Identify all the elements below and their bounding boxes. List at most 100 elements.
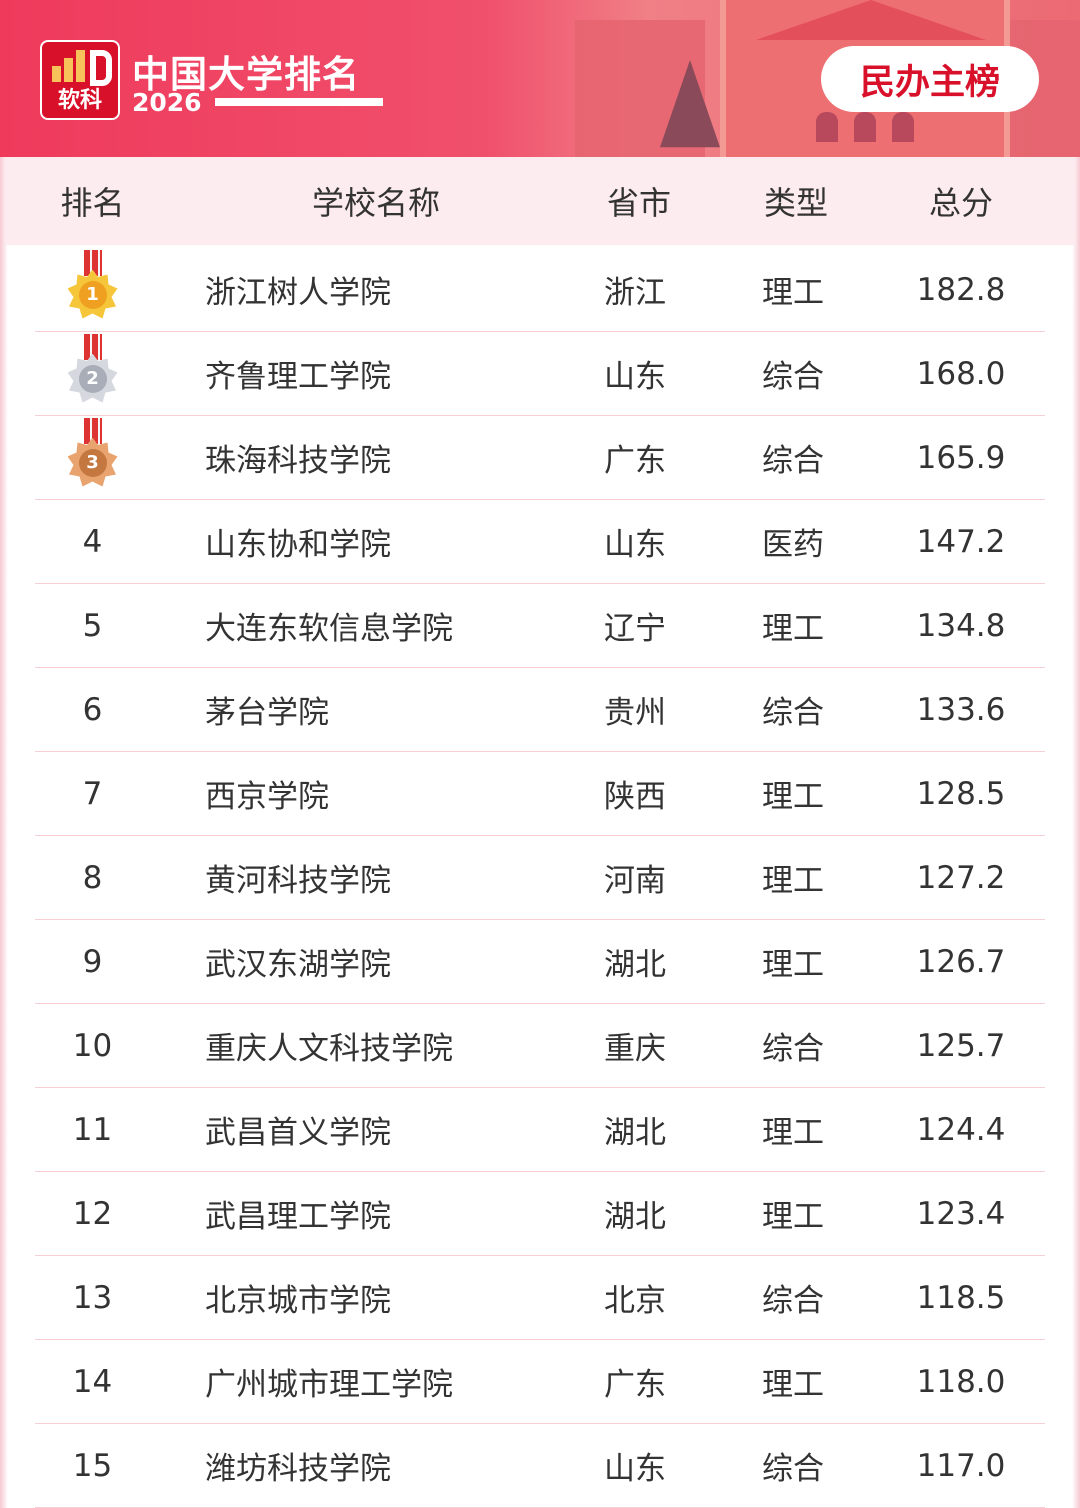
total-score: 147.2 — [916, 523, 1006, 560]
rank: 14 — [72, 1363, 113, 1400]
ranking-category-badge[interactable]: 民办主榜 — [821, 46, 1039, 112]
total-score: 134.8 — [916, 607, 1006, 644]
school-name: 珠海科技学院 — [205, 443, 391, 479]
province: 辽宁 — [604, 611, 666, 647]
province: 贵州 — [604, 695, 666, 731]
rank-cell: 12 — [35, 1196, 150, 1232]
rank-cell: 6 — [35, 692, 150, 728]
province: 北京 — [604, 1283, 666, 1319]
rank: 11 — [72, 1111, 113, 1148]
banner: 软科 中国大学排名 2026 民办主榜 — [0, 0, 1080, 157]
school-name: 潍坊科技学院 — [205, 1451, 391, 1487]
total-score: 125.7 — [916, 1027, 1006, 1064]
province: 湖北 — [604, 1115, 666, 1151]
rank-cell: 2 — [35, 333, 150, 414]
table-row[interactable]: 1 浙江树人学院 浙江 理工 182.8 — [35, 248, 1045, 332]
school-type: 综合 — [762, 359, 824, 395]
rank: 15 — [72, 1447, 113, 1484]
school-type: 医药 — [762, 527, 824, 563]
rank: 6 — [82, 691, 103, 728]
column-province: 省市 — [606, 184, 671, 222]
school-name: 茅台学院 — [205, 695, 329, 731]
school-name: 西京学院 — [205, 779, 329, 815]
rank: 5 — [82, 607, 103, 644]
school-type: 综合 — [762, 1283, 824, 1319]
province: 河南 — [604, 863, 666, 899]
column-type: 类型 — [763, 184, 828, 222]
table-row[interactable]: 10 重庆人文科技学院 重庆 综合 125.7 — [35, 1004, 1045, 1088]
province: 湖北 — [604, 1199, 666, 1235]
total-score: 118.5 — [916, 1279, 1006, 1316]
province: 山东 — [604, 359, 666, 395]
total-score: 182.8 — [916, 271, 1006, 308]
school-type: 理工 — [762, 275, 824, 311]
table-row[interactable]: 6 茅台学院 贵州 综合 133.6 — [35, 668, 1045, 752]
school-type: 综合 — [762, 443, 824, 479]
table-row[interactable]: 11 武昌首义学院 湖北 理工 124.4 — [35, 1088, 1045, 1172]
total-score: 168.0 — [916, 355, 1006, 392]
page-title: 中国大学排名 — [132, 53, 360, 96]
table-row[interactable]: 13 北京城市学院 北京 综合 118.5 — [35, 1256, 1045, 1340]
province: 山东 — [604, 1451, 666, 1487]
rank: 4 — [82, 523, 103, 560]
rank-cell: 3 — [35, 417, 150, 498]
total-score: 133.6 — [916, 691, 1006, 728]
rank: 13 — [72, 1279, 113, 1316]
rank-cell: 14 — [35, 1364, 150, 1400]
rank: 10 — [72, 1027, 113, 1064]
school-name: 大连东软信息学院 — [205, 611, 453, 647]
rank-cell: 8 — [35, 860, 150, 896]
rank-cell: 1 — [35, 249, 150, 330]
school-name: 重庆人文科技学院 — [205, 1031, 453, 1067]
logo: 软科 — [40, 40, 120, 120]
school-type: 综合 — [762, 1451, 824, 1487]
gold-medal-icon: 1 — [67, 249, 118, 330]
table-row[interactable]: 4 山东协和学院 山东 医药 147.2 — [35, 500, 1045, 584]
rank: 8 — [82, 859, 103, 896]
rank: 9 — [82, 943, 103, 980]
silver-medal-icon: 2 — [67, 333, 118, 414]
school-name: 武汉东湖学院 — [205, 947, 391, 983]
school-name: 广州城市理工学院 — [205, 1367, 453, 1403]
table-row[interactable]: 14 广州城市理工学院 广东 理工 118.0 — [35, 1340, 1045, 1424]
school-type: 理工 — [762, 1199, 824, 1235]
school-type: 综合 — [762, 695, 824, 731]
school-type: 理工 — [762, 1115, 824, 1151]
rank-cell: 5 — [35, 608, 150, 644]
total-score: 117.0 — [916, 1447, 1006, 1484]
rank: 7 — [82, 775, 103, 812]
total-score: 165.9 — [916, 439, 1006, 476]
column-score: 总分 — [928, 184, 993, 222]
province: 广东 — [604, 1367, 666, 1403]
school-name: 武昌首义学院 — [205, 1115, 391, 1151]
total-score: 127.2 — [916, 859, 1006, 896]
rank: 12 — [72, 1195, 113, 1232]
year: 2026 — [132, 88, 202, 117]
rank-cell: 13 — [35, 1280, 150, 1316]
total-score: 118.0 — [916, 1363, 1006, 1400]
rank-cell: 15 — [35, 1448, 150, 1484]
rank-cell: 11 — [35, 1112, 150, 1148]
school-type: 理工 — [762, 1367, 824, 1403]
table-row[interactable]: 3 珠海科技学院 广东 综合 165.9 — [35, 416, 1045, 500]
total-score: 123.4 — [916, 1195, 1006, 1232]
table-row[interactable]: 5 大连东软信息学院 辽宁 理工 134.8 — [35, 584, 1045, 668]
school-type: 理工 — [762, 779, 824, 815]
table-row[interactable]: 12 武昌理工学院 湖北 理工 123.4 — [35, 1172, 1045, 1256]
school-type: 理工 — [762, 863, 824, 899]
school-name: 齐鲁理工学院 — [205, 359, 391, 395]
table-row[interactable]: 15 潍坊科技学院 山东 综合 117.0 — [35, 1424, 1045, 1508]
total-score: 124.4 — [916, 1111, 1006, 1148]
table-row[interactable]: 9 武汉东湖学院 湖北 理工 126.7 — [35, 920, 1045, 1004]
table-row[interactable]: 8 黄河科技学院 河南 理工 127.2 — [35, 836, 1045, 920]
rank-cell: 9 — [35, 944, 150, 980]
school-name: 黄河科技学院 — [205, 863, 391, 899]
table-row[interactable]: 2 齐鲁理工学院 山东 综合 168.0 — [35, 332, 1045, 416]
rank-cell: 4 — [35, 524, 150, 560]
school-name: 山东协和学院 — [205, 527, 391, 563]
school-name: 北京城市学院 — [205, 1283, 391, 1319]
province: 广东 — [604, 443, 666, 479]
table-row[interactable]: 7 西京学院 陕西 理工 128.5 — [35, 752, 1045, 836]
province: 山东 — [604, 527, 666, 563]
province: 湖北 — [604, 947, 666, 983]
